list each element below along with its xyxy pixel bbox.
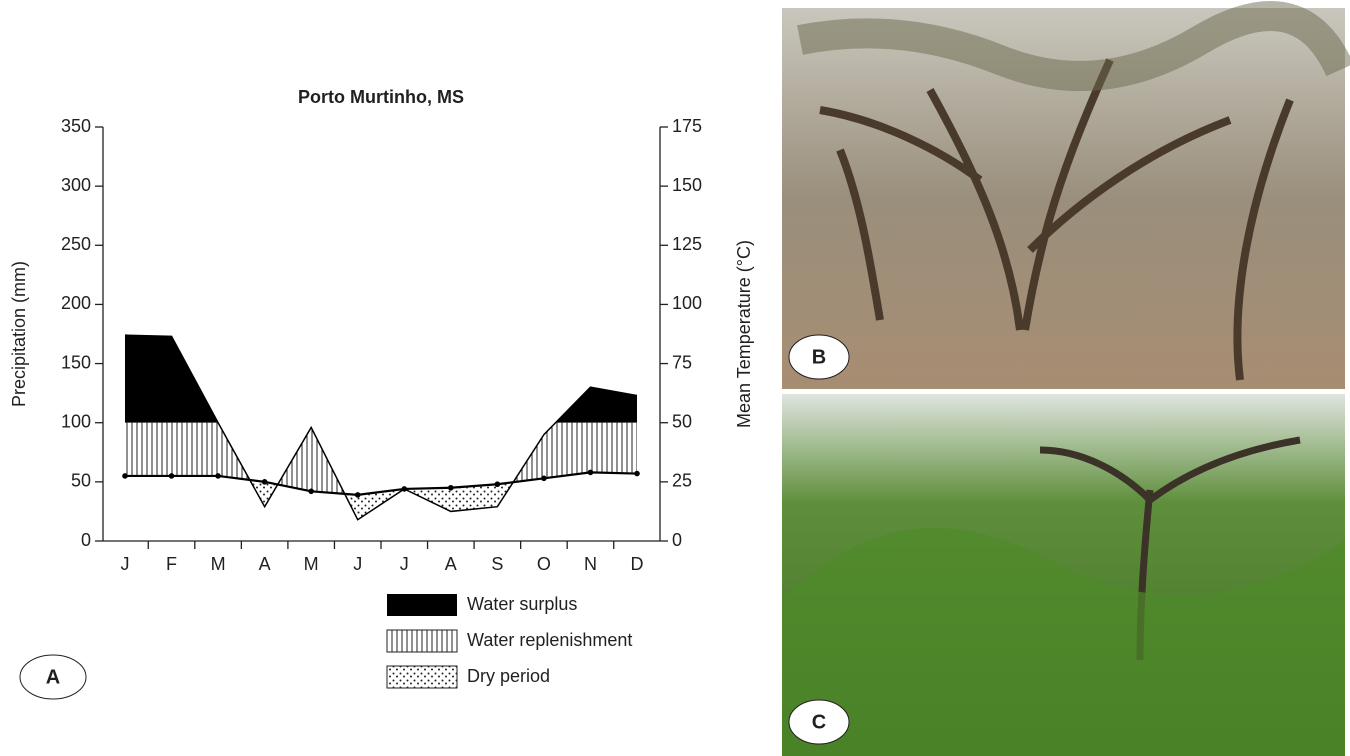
y2-tick-label: 75 [672, 352, 692, 372]
legend-label: Water replenishment [467, 630, 632, 650]
temperature-point [401, 486, 407, 492]
y2-tick-label: 125 [672, 234, 702, 254]
photo-c [782, 394, 1345, 756]
temperature-point [122, 473, 128, 479]
temperature-point [215, 473, 221, 479]
y-tick-label: 150 [61, 352, 91, 372]
photo-b [782, 8, 1345, 389]
water-replenishment-area [125, 423, 637, 495]
panel-label: B [812, 346, 826, 368]
x-tick-label: A [259, 554, 271, 574]
y-tick-label: 250 [61, 234, 91, 254]
temperature-point [262, 479, 268, 485]
y2-tick-label: 0 [672, 530, 682, 550]
x-tick-label: J [121, 554, 130, 574]
y-tick-label: 100 [61, 411, 91, 431]
panel-label: C [812, 711, 826, 733]
y-tick-label: 50 [71, 471, 91, 491]
x-tick-label: S [491, 554, 503, 574]
y2-tick-label: 50 [672, 411, 692, 431]
water-surplus-area [125, 335, 637, 423]
legend-swatch [387, 594, 457, 616]
y-tick-label: 300 [61, 175, 91, 195]
y2-tick-label: 150 [672, 175, 702, 195]
x-tick-label: A [445, 554, 457, 574]
panel-label: A [46, 666, 60, 688]
x-tick-label: M [304, 554, 319, 574]
x-tick-label: D [631, 554, 644, 574]
y-tick-label: 0 [81, 530, 91, 550]
temperature-point [634, 471, 640, 477]
figure: Porto Murtinho, MS Precipitation (mm) Me… [0, 0, 1350, 756]
temperature-point [541, 476, 547, 482]
y2-axis-label: Mean Temperature (°C) [734, 240, 754, 428]
x-tick-label: O [537, 554, 551, 574]
legend-label: Dry period [467, 666, 550, 686]
y2-tick-label: 25 [672, 471, 692, 491]
temperature-point [588, 470, 594, 476]
temperature-point [355, 492, 361, 498]
legend-label: Water surplus [467, 594, 577, 614]
x-tick-label: F [166, 554, 177, 574]
y2-tick-label: 175 [672, 116, 702, 136]
temperature-point [308, 489, 314, 495]
temperature-point [169, 473, 175, 479]
chart: Porto Murtinho, MS Precipitation (mm) Me… [9, 87, 754, 574]
x-tick-label: J [353, 554, 362, 574]
x-tick-label: M [211, 554, 226, 574]
temperature-point [448, 485, 454, 491]
dry-period-area [125, 472, 637, 519]
legend-swatch [387, 630, 457, 652]
y-tick-label: 350 [61, 116, 91, 136]
x-tick-label: N [584, 554, 597, 574]
chart-title: Porto Murtinho, MS [298, 87, 464, 107]
series-line [125, 472, 637, 494]
y2-tick-label: 100 [672, 293, 702, 313]
temperature-point [495, 481, 501, 487]
legend-swatch [387, 666, 457, 688]
x-tick-label: J [400, 554, 409, 574]
y-axis-label: Precipitation (mm) [9, 261, 29, 407]
y-tick-label: 200 [61, 293, 91, 313]
